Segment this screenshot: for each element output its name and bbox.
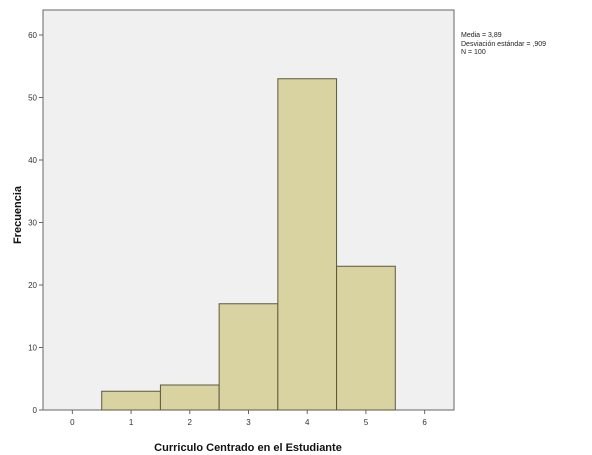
y-axis-title: Frecuencia (12, 185, 24, 244)
y-axis: 0 10 20 30 40 50 60 (28, 31, 43, 415)
bar-4 (277, 78, 338, 411)
x-tick-label: 6 (422, 418, 427, 427)
bars-group (101, 78, 396, 411)
y-tick-label: 20 (28, 281, 37, 290)
bar-5 (336, 265, 396, 411)
x-tick-label: 1 (129, 418, 134, 427)
x-tick-label: 0 (70, 418, 75, 427)
bar-2 (159, 384, 220, 411)
y-tick-label: 10 (28, 344, 37, 353)
x-axis: 0 1 2 3 4 5 6 (70, 410, 427, 427)
y-tick-label: 50 (28, 94, 37, 103)
x-tick-label: 4 (305, 418, 310, 427)
y-tick-label: 60 (28, 31, 37, 40)
bar-1 (101, 390, 161, 411)
x-tick-label: 5 (364, 418, 369, 427)
stat-std: Desviación estándar = ,909 (461, 40, 547, 48)
y-tick-label: 40 (28, 156, 37, 165)
y-tick-label: 0 (33, 406, 38, 415)
x-axis-title: Curriculo Centrado en el Estudiante (154, 442, 342, 454)
statistics-box: Media = 3,89 Desviación estándar = ,909 … (461, 32, 546, 58)
x-tick-label: 2 (188, 418, 193, 427)
y-tick-label: 30 (28, 219, 37, 228)
stat-mean: Media = 3,89 (461, 32, 502, 39)
x-tick-label: 3 (246, 418, 251, 427)
stat-n: N = 100 (461, 49, 486, 56)
bar-3 (218, 303, 279, 411)
